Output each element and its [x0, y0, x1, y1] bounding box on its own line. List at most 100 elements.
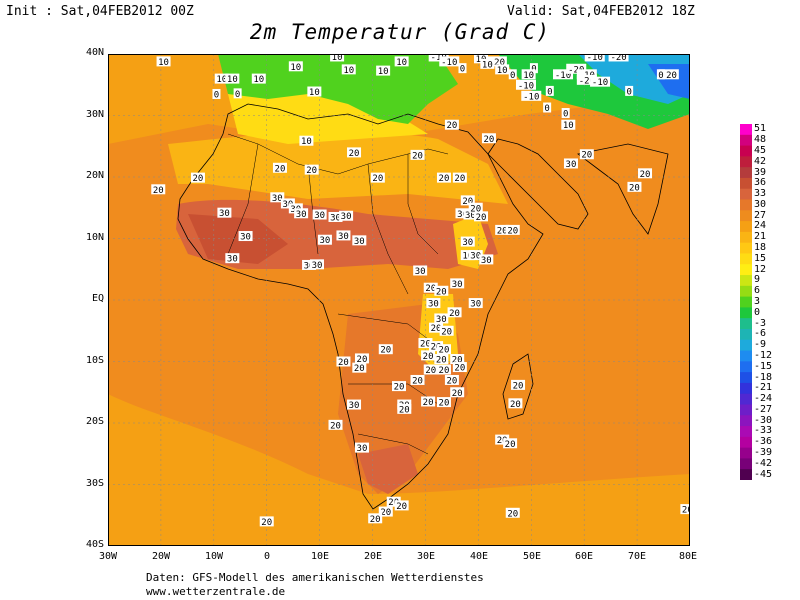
legend-label: 27 — [754, 209, 767, 221]
contour-label: 30 — [434, 313, 449, 325]
contour-label-text: 20 — [431, 343, 442, 353]
x-tick-label: 60E — [574, 551, 594, 562]
contour-label: 20 — [450, 354, 465, 366]
contour-label-text: 20 — [513, 381, 524, 391]
temperature-map: 1010100010101010101010-10-10010-20101000… — [108, 54, 690, 546]
contour-label: 20 — [680, 504, 690, 516]
legend-label: 36 — [754, 177, 767, 189]
contour-label: 30 — [328, 211, 343, 223]
legend-swatch — [740, 393, 752, 405]
contour-label: 0 — [656, 69, 665, 81]
contour-label-text: 20 — [446, 376, 457, 386]
contour-label-text: 10 — [462, 252, 473, 262]
y-tick-label: 30N — [85, 109, 104, 120]
contour-label-text: -20 — [489, 58, 505, 68]
contour-label-text: 30 — [357, 444, 368, 454]
y-tick-label: 40N — [85, 47, 104, 58]
legend-label: -15 — [754, 360, 773, 372]
contour-label-text: 20 — [357, 355, 368, 365]
x-tick-label: 10W — [204, 551, 224, 562]
x-tick-label: 30W — [98, 551, 118, 562]
contour-label-text: 30 — [296, 210, 307, 220]
contour-label-text: 30 — [354, 237, 365, 247]
contour-label-text: 10 — [497, 66, 508, 76]
contour-label-text: 20 — [193, 174, 204, 184]
contour-label: 20 — [474, 211, 489, 223]
contour-label: 30 — [238, 231, 253, 243]
contour-label: 10 — [376, 65, 391, 77]
legend-swatch — [740, 167, 752, 179]
data-source-note: Daten: GFS-Modell des amerikanischen Wet… — [146, 571, 484, 584]
contour-label: -10 — [553, 69, 574, 81]
contour-label-text: 30 — [415, 267, 426, 277]
contour-label-text: 30 — [272, 194, 283, 204]
contour-label: 10 — [299, 135, 314, 147]
contour-label: 0 — [233, 88, 242, 100]
contour-labels: 1010100010101010101010-10-10010-20101000… — [151, 54, 690, 528]
contour-label-text: 20 — [497, 226, 508, 236]
legend-label: -24 — [754, 393, 773, 405]
contour-label-text: 20 — [261, 518, 272, 528]
contour-label-text: 20 — [446, 121, 457, 131]
y-tick-label: 20N — [85, 170, 104, 181]
contour-label-text: 20 — [420, 340, 431, 350]
legend-swatch — [740, 339, 752, 352]
legend-swatch — [740, 253, 752, 265]
contour-label-text: 20 — [507, 509, 518, 519]
contour-label-text: 30 — [240, 233, 251, 243]
x-tick-label: 10E — [310, 551, 330, 562]
legend-label: 24 — [754, 220, 767, 232]
contour-label: 20 — [460, 195, 475, 207]
contour-label: 20 — [436, 364, 451, 376]
contour-label-text: 20 — [412, 376, 423, 386]
west-africa-hot-field — [188, 214, 288, 264]
legend-label: -39 — [754, 447, 773, 459]
contour-label: 20 — [503, 438, 518, 450]
contour-label-text: -20 — [568, 65, 584, 75]
contour-label: 20 — [579, 149, 594, 161]
contour-label: 20 — [434, 285, 449, 297]
contour-label: 20 — [352, 362, 367, 374]
legend-swatch — [740, 350, 752, 362]
legend-label: -30 — [754, 414, 773, 426]
y-tick-label: 30S — [85, 478, 104, 489]
contour-label: 20 — [378, 344, 393, 356]
contour-label: 20 — [481, 133, 496, 145]
contour-label: 20 — [468, 202, 483, 214]
contour-label: 20 — [410, 374, 425, 386]
contour-label: 10 — [480, 58, 495, 70]
contour-label: 20 — [429, 322, 444, 334]
contour-label-text: 20 — [431, 324, 442, 334]
contour-label: -20 — [566, 63, 587, 75]
contour-label: 30 — [270, 192, 285, 204]
contour-label-text: 20 — [454, 174, 465, 184]
init-time: Init : Sat,04FEB2012 00Z — [6, 4, 194, 19]
contour-label-text: 20 — [436, 287, 447, 297]
arabia-coastline — [487, 138, 589, 230]
contour-label-text: 30 — [282, 200, 293, 210]
contour-label: 10 — [214, 73, 229, 85]
contour-label: 20 — [410, 149, 425, 161]
contour-label-text: 30 — [452, 280, 463, 290]
x-tick-label: 80E — [678, 551, 698, 562]
contour-label: 20 — [436, 397, 451, 409]
contour-label: 30 — [413, 265, 428, 277]
india-coastline — [577, 143, 669, 235]
legend-swatch — [740, 156, 752, 168]
contour-label: -20 — [486, 56, 507, 68]
legend-swatch — [740, 177, 752, 190]
contour-label: -10 — [428, 54, 449, 63]
contour-label: 20 — [436, 172, 451, 184]
contour-label-text: 20 — [425, 366, 436, 376]
contour-label: 20 — [638, 168, 653, 180]
contour-label-text: 10 — [290, 63, 301, 73]
contour-label: 30 — [468, 298, 483, 310]
contour-label: -10 — [515, 79, 536, 91]
contour-label-text: 20 — [399, 405, 410, 415]
contour-label: 20 — [421, 350, 436, 362]
y-tick-label: 40S — [85, 539, 104, 550]
legend-label: -36 — [754, 436, 773, 448]
cold-north-field — [218, 54, 458, 124]
legend-swatch — [740, 221, 752, 233]
legend-label: 48 — [754, 134, 767, 146]
